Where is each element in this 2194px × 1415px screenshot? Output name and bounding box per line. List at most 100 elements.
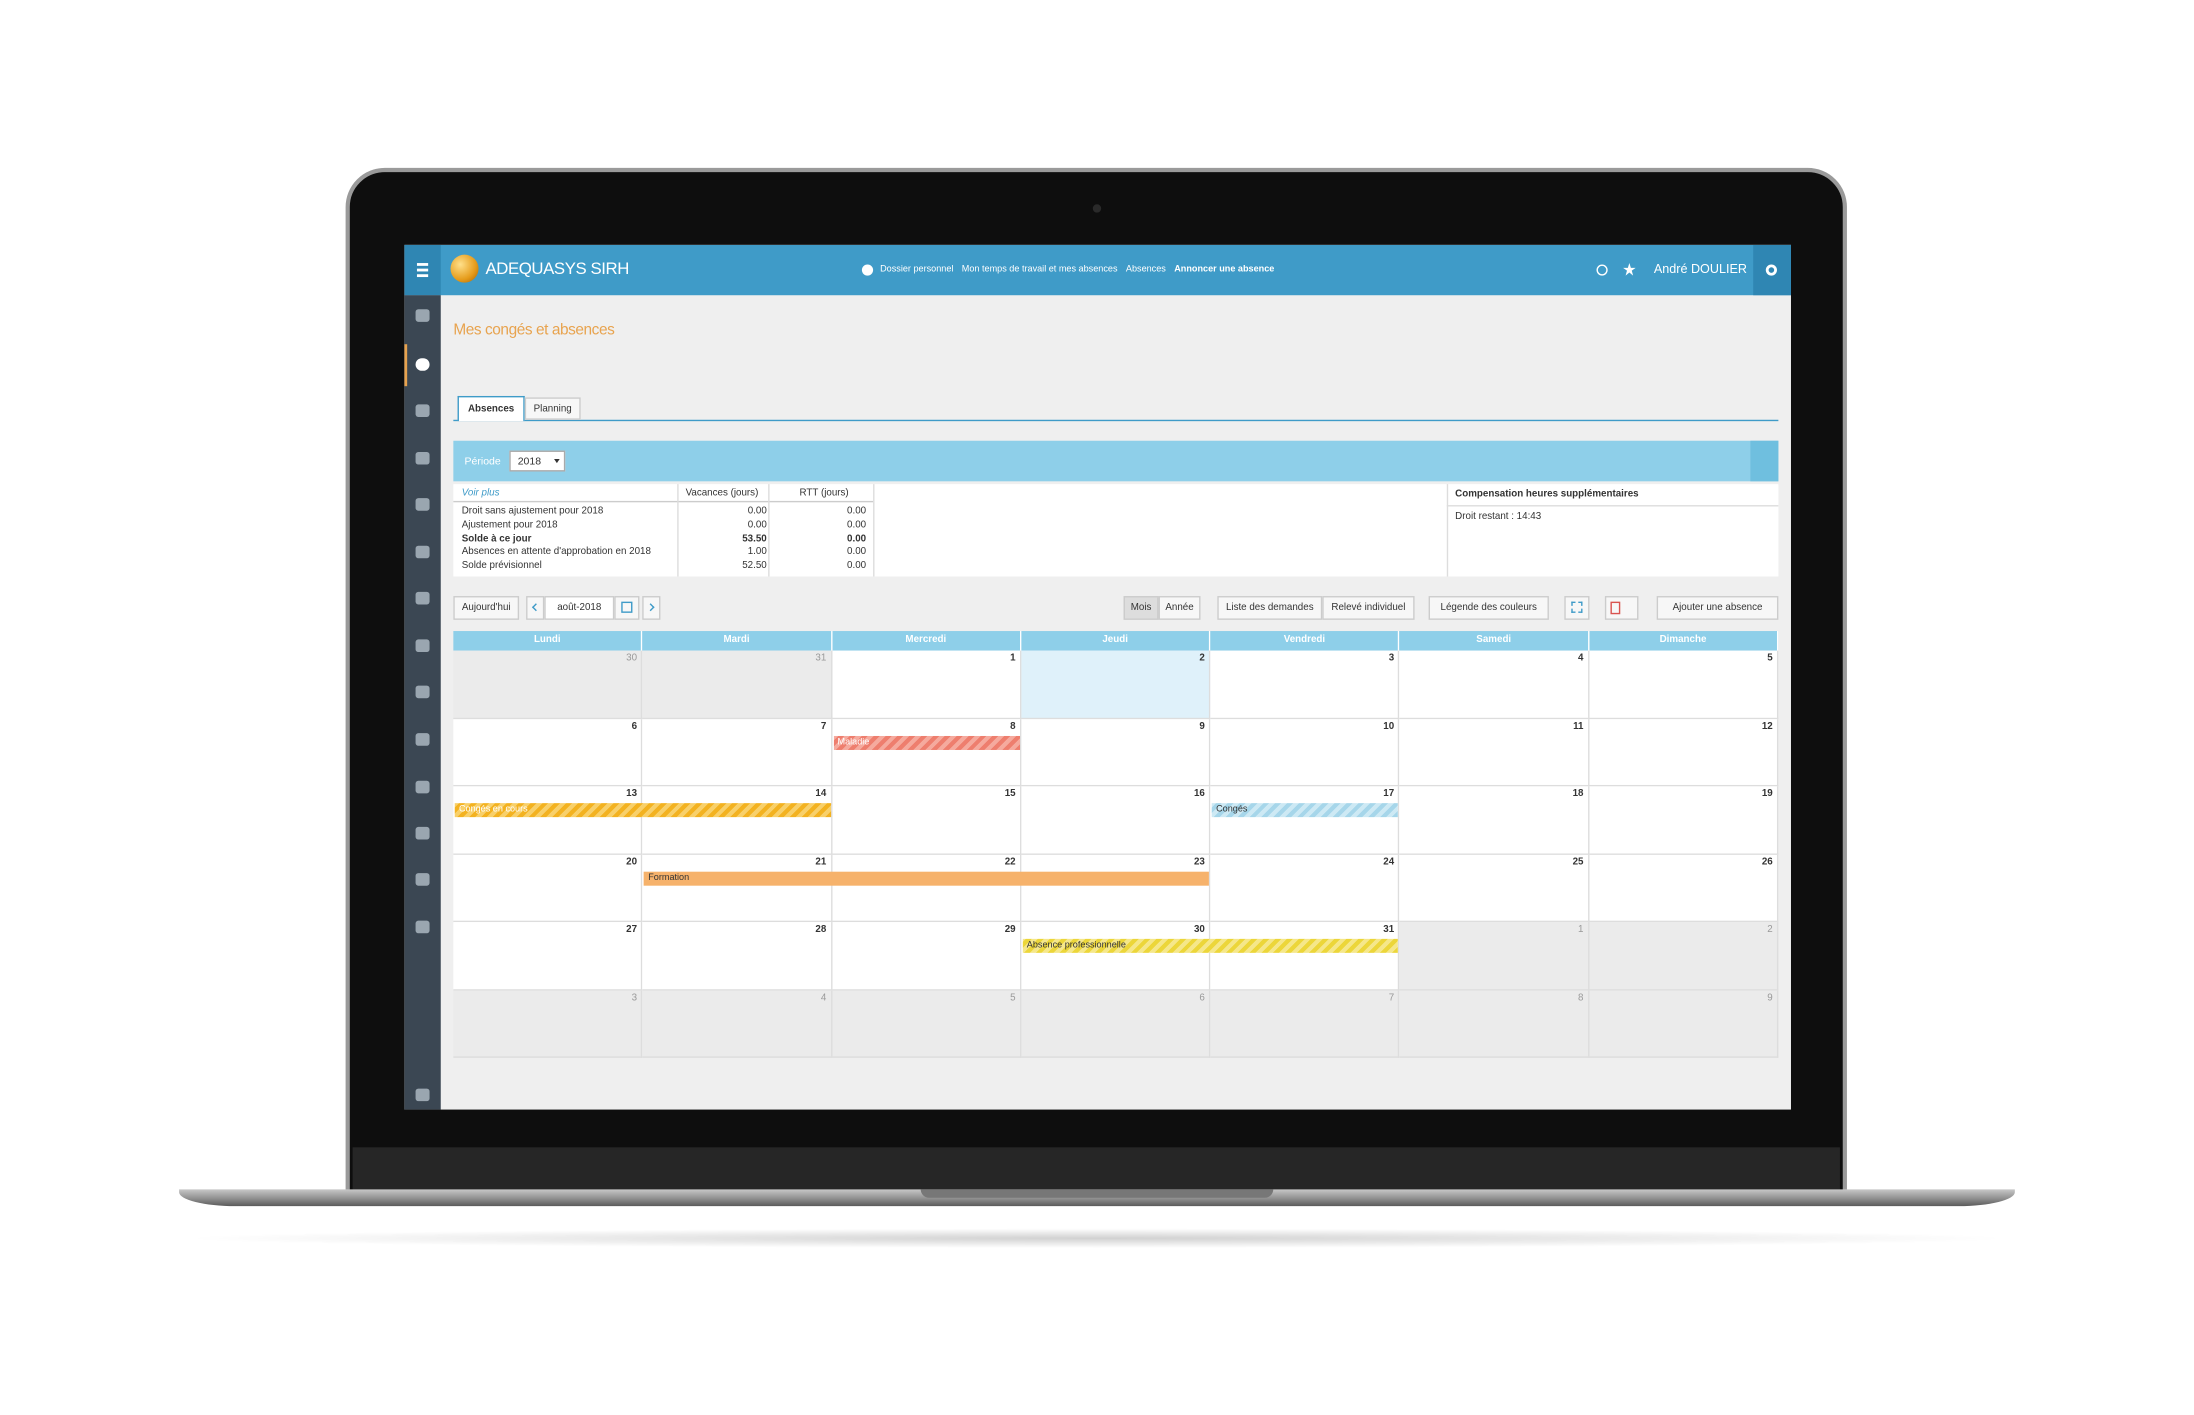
- day-cell[interactable]: 20: [453, 854, 643, 923]
- day-cell[interactable]: 15: [831, 786, 1022, 855]
- breadcrumb-item[interactable]: Absences: [1125, 264, 1166, 275]
- day-cell[interactable]: 12: [1589, 718, 1779, 787]
- day-cell[interactable]: 17: [1210, 786, 1400, 855]
- day-number: 14: [815, 789, 827, 799]
- day-cell[interactable]: 30: [453, 650, 643, 719]
- summary-header[interactable]: Voir plus: [461, 488, 500, 499]
- day-cell[interactable]: 8: [831, 718, 1022, 787]
- day-cell[interactable]: 19: [1589, 786, 1779, 855]
- day-cell[interactable]: 21: [642, 854, 832, 923]
- day-cell[interactable]: 9: [1021, 718, 1211, 787]
- day-cell[interactable]: 29: [831, 922, 1022, 990]
- prev-button[interactable]: [526, 596, 545, 620]
- day-cell[interactable]: 30: [1021, 922, 1211, 990]
- summary-rule: [453, 500, 874, 503]
- sidebar-icon[interactable]: [415, 451, 430, 465]
- sidebar-icon[interactable]: [415, 498, 430, 511]
- fullscreen-button[interactable]: [1564, 596, 1590, 620]
- sidebar-icon[interactable]: [415, 1088, 430, 1102]
- day-cell[interactable]: 24: [1210, 854, 1400, 923]
- period-bar: [453, 440, 1779, 482]
- legend-button[interactable]: Légende des couleurs: [1428, 596, 1549, 620]
- day-cell[interactable]: 1: [831, 650, 1022, 719]
- day-cell[interactable]: 14: [642, 786, 832, 855]
- day-cell[interactable]: 3: [1210, 650, 1400, 719]
- day-number: 2: [1767, 924, 1773, 935]
- breadcrumb-icon: [861, 264, 874, 276]
- day-cell[interactable]: 10: [1210, 718, 1400, 787]
- absence-event[interactable]: Absence professionnelle: [1022, 938, 1399, 953]
- day-cell[interactable]: 2: [1589, 922, 1779, 990]
- absence-event[interactable]: Maladie: [833, 735, 1020, 750]
- list-button[interactable]: Liste des demandes: [1217, 596, 1323, 620]
- breadcrumb-item[interactable]: Dossier personnel: [880, 264, 954, 275]
- add-absence-button[interactable]: Ajouter une absence: [1656, 596, 1779, 620]
- day-cell[interactable]: 22: [831, 854, 1022, 923]
- period-select[interactable]: 2018: [509, 450, 566, 472]
- sidebar-icon[interactable]: [415, 873, 430, 886]
- day-cell[interactable]: 16: [1021, 786, 1211, 855]
- day-cell[interactable]: 31: [1210, 922, 1400, 990]
- menu-icon-bar: [416, 274, 429, 277]
- sidebar-icon[interactable]: [415, 358, 430, 371]
- fullscreen-icon: [1571, 601, 1583, 613]
- tab-active[interactable]: Absences: [457, 395, 525, 422]
- day-cell[interactable]: 5: [831, 989, 1022, 1058]
- sidebar-icon[interactable]: [415, 404, 430, 417]
- absence-event[interactable]: Congés en cours: [454, 803, 831, 818]
- view-button[interactable]: Mois: [1123, 596, 1159, 620]
- history-button[interactable]: [1596, 264, 1608, 276]
- day-cell[interactable]: 3: [453, 989, 643, 1058]
- sidebar-icon[interactable]: [415, 733, 430, 746]
- day-cell[interactable]: 11: [1399, 718, 1590, 787]
- day-number: 6: [1199, 992, 1205, 1003]
- day-cell[interactable]: 9: [1589, 989, 1779, 1058]
- next-button[interactable]: [642, 596, 661, 620]
- tab[interactable]: Planning: [524, 397, 581, 420]
- day-cell[interactable]: 2: [1021, 650, 1211, 719]
- day-cell[interactable]: 25: [1399, 854, 1590, 923]
- day-cell[interactable]: 4: [642, 989, 832, 1058]
- day-cell[interactable]: 7: [642, 718, 832, 787]
- day-cell[interactable]: 23: [1021, 854, 1211, 923]
- sidebar-icon[interactable]: [415, 826, 430, 840]
- day-cell[interactable]: 4: [1399, 650, 1590, 719]
- day-cell[interactable]: 8: [1399, 989, 1590, 1058]
- day-cell[interactable]: 31: [642, 650, 832, 719]
- absence-event[interactable]: Congés: [1211, 803, 1399, 818]
- summary-value: 52.50: [742, 561, 767, 572]
- sidebar-icon[interactable]: [415, 685, 430, 699]
- sidebar-icon[interactable]: [415, 780, 430, 794]
- app-name: ADEQUASYS SIRH: [485, 258, 630, 279]
- day-cell[interactable]: 27: [453, 922, 643, 990]
- sidebar-icon[interactable]: [415, 920, 430, 934]
- sidebar-icon[interactable]: [415, 545, 430, 559]
- day-cell[interactable]: 28: [642, 922, 832, 990]
- day-number: 23: [1193, 857, 1205, 867]
- day-cell[interactable]: 6: [453, 718, 643, 787]
- absence-event[interactable]: Formation: [644, 871, 1210, 885]
- sidebar-icon[interactable]: [415, 309, 430, 322]
- view-button[interactable]: Année: [1158, 596, 1201, 620]
- month-field[interactable]: août-2018: [544, 596, 615, 620]
- day-number: 3: [1388, 653, 1395, 664]
- day-cell[interactable]: 13: [453, 786, 643, 855]
- collapse-button[interactable]: [1750, 440, 1779, 482]
- day-cell[interactable]: 1: [1399, 922, 1590, 990]
- breadcrumb-item[interactable]: Annoncer une absence: [1174, 264, 1275, 275]
- day-cell[interactable]: 5: [1589, 650, 1779, 719]
- day-cell[interactable]: 18: [1399, 786, 1590, 855]
- day-cell[interactable]: 7: [1210, 989, 1400, 1058]
- breadcrumb-item[interactable]: Mon temps de travail et mes absences: [961, 264, 1118, 275]
- sidebar-icon[interactable]: [415, 591, 430, 605]
- sidebar-icon[interactable]: [415, 639, 430, 653]
- calendar-button[interactable]: [614, 596, 640, 620]
- day-cell[interactable]: 26: [1589, 854, 1779, 923]
- user-menu[interactable]: André DOULIER: [1653, 261, 1747, 276]
- day-number: 27: [626, 924, 638, 935]
- today-button[interactable]: Aujourd'hui: [453, 596, 520, 620]
- day-number: 7: [820, 721, 827, 732]
- list-button[interactable]: Relevé individuel: [1322, 596, 1415, 620]
- day-cell[interactable]: 6: [1021, 989, 1211, 1058]
- summary-value: 1.00: [747, 547, 767, 558]
